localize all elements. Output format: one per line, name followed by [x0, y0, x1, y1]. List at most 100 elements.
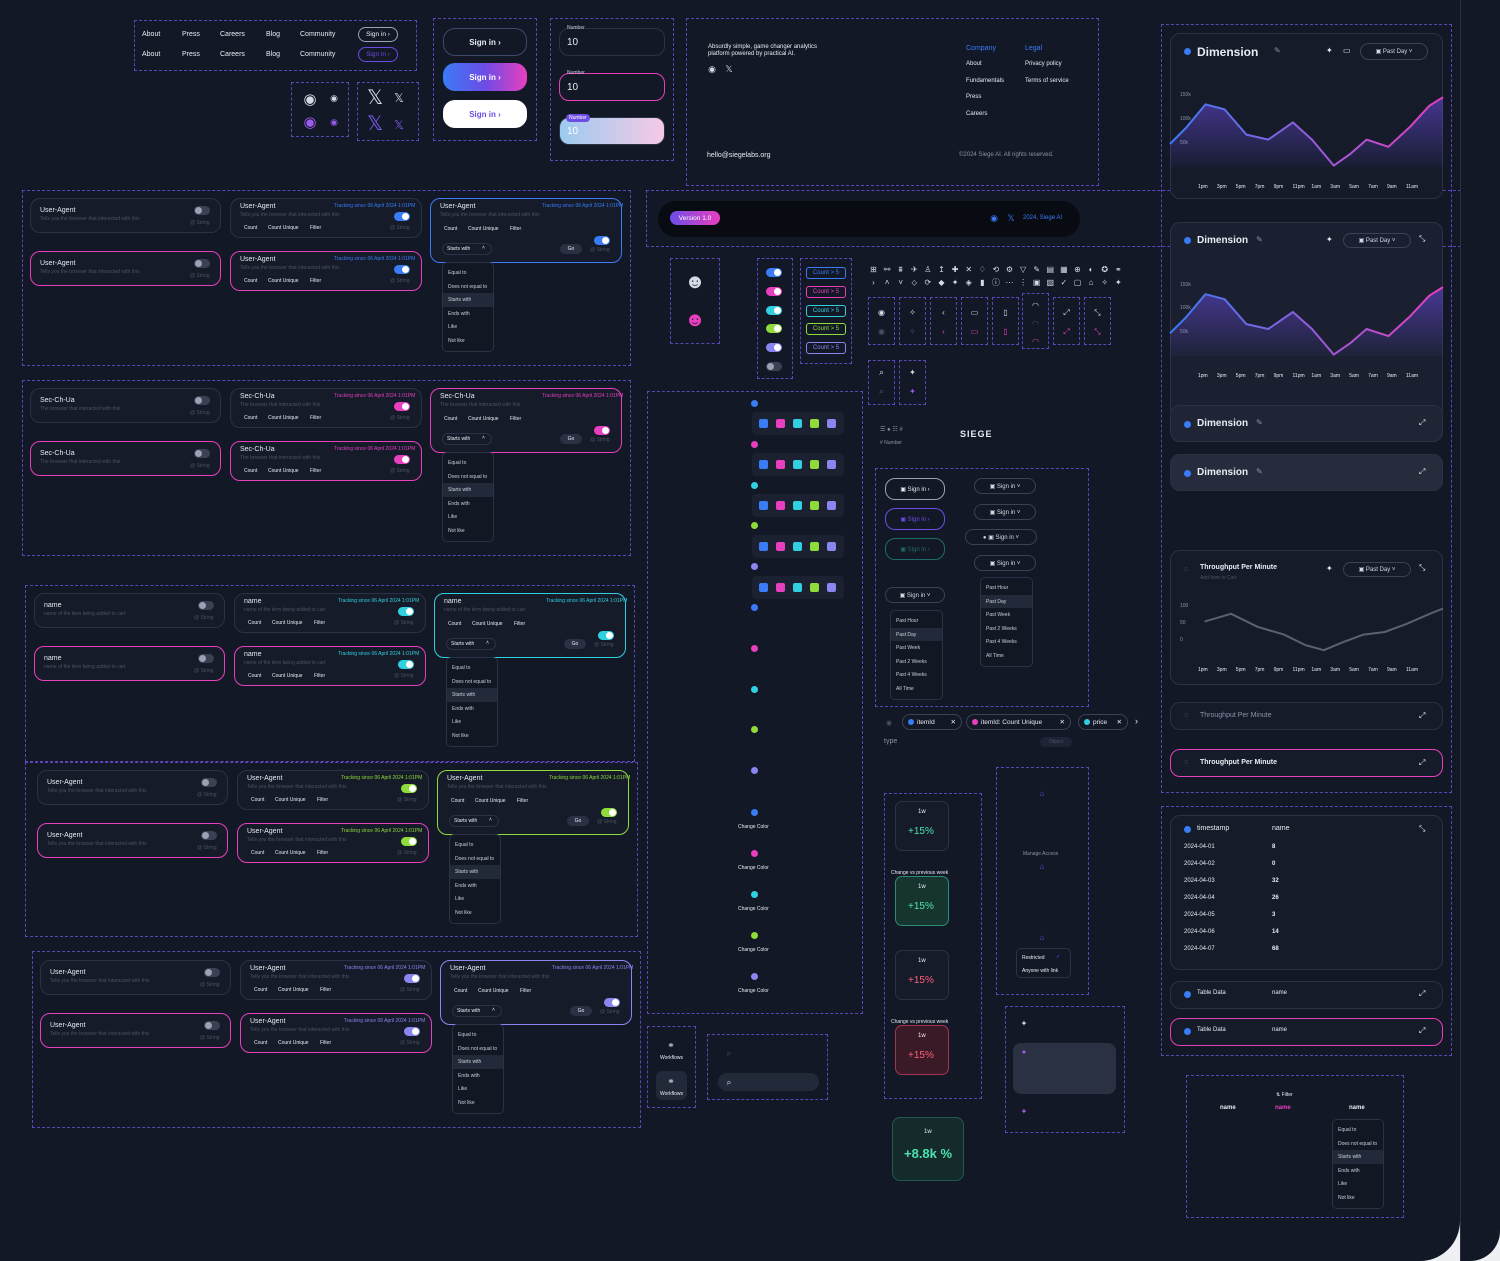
filter-tab[interactable]: Filter [314, 620, 326, 626]
color-dot[interactable] [751, 522, 758, 530]
filter-option[interactable]: Does not equal to [452, 678, 492, 685]
filter-chip[interactable]: itemId ✕ [902, 714, 962, 730]
more-horizontal-icon[interactable]: ⋯ [1005, 277, 1014, 287]
color-swatch[interactable] [810, 460, 819, 469]
user-icon[interactable]: ♙ [924, 264, 932, 274]
nav-link[interactable]: Blog [266, 51, 281, 58]
time-range-option[interactable]: Past Week [986, 612, 1011, 619]
toggle-switch[interactable] [766, 286, 782, 296]
property-card-expanded[interactable] [234, 646, 426, 686]
color-dot[interactable] [751, 809, 758, 816]
color-swatch[interactable] [793, 460, 802, 469]
filter-tab[interactable]: Filter [310, 278, 322, 284]
diamond-icon[interactable]: ⬦ [911, 277, 918, 287]
count-filter-chip[interactable]: Count > 5 [806, 267, 846, 279]
count-tab[interactable]: Count [251, 797, 265, 803]
time-range-option[interactable]: Past 4 Weeks [986, 639, 1017, 646]
count-unique-tab[interactable]: Count Unique [472, 621, 503, 627]
property-card-expanded[interactable] [230, 388, 422, 428]
property-toggle[interactable] [204, 968, 220, 977]
bookmark-icon[interactable]: ▮ [980, 277, 985, 287]
chevron-down-icon[interactable]: ˅ [898, 277, 904, 287]
x-icon[interactable]: 𝕏 [366, 113, 384, 135]
time-range-option[interactable]: Past Week [896, 645, 921, 652]
time-range-select[interactable]: ▣ Past Day ˅ [1343, 233, 1411, 248]
color-dot[interactable] [751, 850, 758, 857]
plus-icon[interactable]: ✚ [951, 264, 959, 274]
upload-icon[interactable]: ↥ [938, 264, 945, 274]
change-color-label[interactable]: Change Color [738, 906, 769, 912]
expand-icon[interactable]: ⤢ [1419, 467, 1426, 476]
signin-dropdown[interactable]: ▣ Sign in ˅ [974, 555, 1036, 571]
signin-button[interactable]: ▣ Sign in › [885, 478, 945, 500]
collapse-icon[interactable]: ⤡ [1419, 824, 1426, 833]
count-unique-tab[interactable]: Count Unique [268, 468, 299, 474]
expand-icon[interactable]: ⤢ [1419, 758, 1426, 767]
count-filter-chip[interactable]: Count > 5 [806, 342, 846, 355]
count-filter-chip[interactable]: Count > 5 [806, 323, 846, 336]
count-tab[interactable]: Count [244, 415, 258, 421]
color-swatch[interactable] [759, 460, 768, 469]
property-toggle[interactable] [601, 808, 617, 817]
pin-icon[interactable]: ✦ [1326, 235, 1333, 244]
filter-option[interactable]: Does not equal to [1338, 1140, 1378, 1147]
eye-icon[interactable]: ◉ [878, 326, 885, 336]
property-toggle[interactable] [398, 607, 414, 616]
property-toggle[interactable] [204, 1021, 220, 1030]
filter-icon[interactable]: ▽ [1020, 264, 1027, 274]
property-card[interactable] [34, 593, 225, 628]
ai-input[interactable] [1013, 1043, 1116, 1094]
footer-link[interactable]: About [966, 61, 982, 67]
property-toggle[interactable] [198, 601, 214, 610]
discord-icon[interactable]: ◉ [708, 63, 716, 74]
collapse-icon[interactable]: ⤡ [1419, 563, 1426, 572]
color-swatch[interactable] [827, 542, 836, 551]
filter-option[interactable]: Not like [452, 732, 469, 739]
expand-icon[interactable]: ⤢ [1419, 711, 1426, 720]
color-swatch[interactable] [810, 583, 819, 592]
nav-link[interactable]: Community [300, 51, 336, 58]
workflow-icon[interactable]: ⚭ [1114, 264, 1122, 274]
color-dot[interactable] [751, 440, 758, 448]
color-swatch[interactable] [827, 460, 836, 469]
filter-option[interactable]: Like [455, 896, 465, 903]
count-tab[interactable]: Count [248, 620, 262, 626]
nav-link[interactable]: About [142, 31, 161, 38]
color-swatch[interactable] [776, 542, 785, 551]
x-icon[interactable]: 𝕏 [725, 63, 733, 74]
time-range-select[interactable]: ▣ Past Day ˅ [1343, 562, 1411, 577]
color-swatch[interactable] [827, 583, 836, 592]
filter-option[interactable]: Like [452, 719, 462, 726]
color-dot[interactable] [751, 891, 758, 898]
count-unique-tab[interactable]: Count Unique [275, 850, 306, 856]
time-range-option[interactable]: Past Hour [986, 585, 1009, 591]
count-tab[interactable]: Count [444, 226, 458, 232]
workflow-icon[interactable]: ⚭ [667, 1039, 675, 1050]
color-swatch[interactable] [759, 501, 768, 510]
property-card[interactable] [30, 388, 221, 423]
comment-icon[interactable]: ▢ [1073, 277, 1082, 287]
workflow-button[interactable] [656, 1071, 687, 1100]
filter-option[interactable]: Ends with [458, 1072, 480, 1079]
color-swatch[interactable] [827, 419, 836, 428]
change-color-label[interactable]: Change Color [738, 824, 769, 830]
search-icon[interactable]: ⌕ [878, 367, 885, 377]
signin-button[interactable]: Sign in › [443, 28, 527, 56]
filter-option[interactable]: Starts with [443, 293, 493, 307]
time-range-option[interactable]: All Time [896, 685, 914, 692]
nav-link[interactable]: Careers [220, 31, 245, 38]
filter-option[interactable]: Not like [448, 337, 465, 344]
filter-option[interactable]: Like [1338, 1181, 1348, 1188]
color-swatch[interactable] [810, 542, 819, 551]
filter-option[interactable]: Equal to [1338, 1127, 1357, 1133]
property-card-expanded[interactable] [234, 593, 426, 633]
starts-with-select[interactable] [442, 433, 492, 445]
color-dot[interactable] [751, 481, 758, 489]
pin-icon[interactable]: ✦ [1326, 564, 1333, 573]
property-card-expanded[interactable] [237, 823, 429, 863]
chart-icon[interactable]: ⩩ [898, 264, 903, 274]
signin-button[interactable]: ▣ Sign in › [885, 538, 945, 560]
expand-icon[interactable]: ⤢ [1419, 418, 1426, 427]
color-swatch[interactable] [793, 542, 802, 551]
access-anyone[interactable]: Anyone with link [1022, 968, 1059, 974]
